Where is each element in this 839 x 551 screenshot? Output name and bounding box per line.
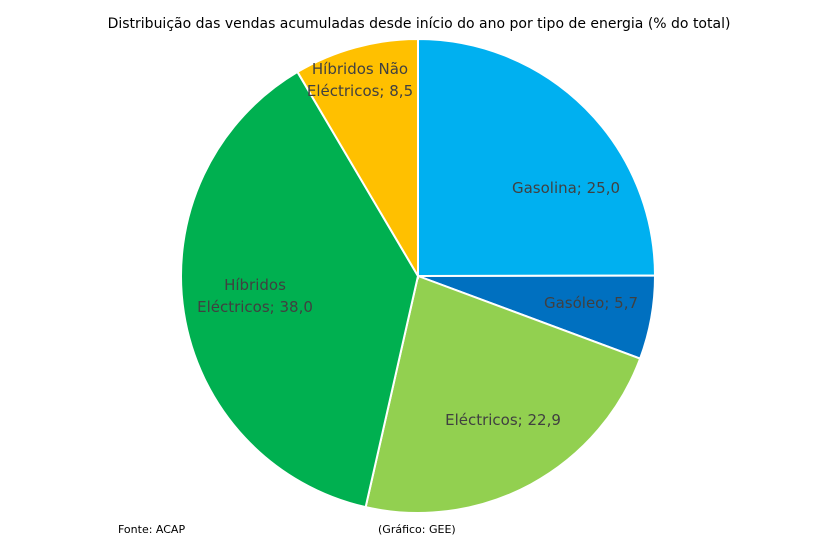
credit-note: (Gráfico: GEE)	[378, 523, 456, 536]
slice-label: Híbridos Não Eléctricos; 8,5	[307, 60, 413, 100]
chart-title: Distribuição das vendas acumuladas desde…	[108, 16, 731, 32]
pie-slices	[180, 37, 657, 514]
source-note: Fonte: ACAP	[118, 523, 185, 536]
pie-slice-hibridos-nao-electricos	[296, 37, 419, 280]
slice-label: Gasolina; 25,0	[512, 179, 620, 197]
slice-label: Eléctricos; 22,9	[445, 411, 561, 429]
pie-slice-hibridos-electricos	[180, 70, 420, 509]
slice-label: Híbridos Eléctricos; 38,0	[197, 276, 313, 316]
pie-slice-electricos	[364, 274, 642, 514]
pie-slice-gasolina	[417, 37, 657, 278]
slice-label: Gasóleo; 5,7	[544, 294, 638, 312]
pie-labels: Gasolina; 25,0 Gasóleo; 5,7 Eléctricos; 22…	[197, 60, 638, 429]
